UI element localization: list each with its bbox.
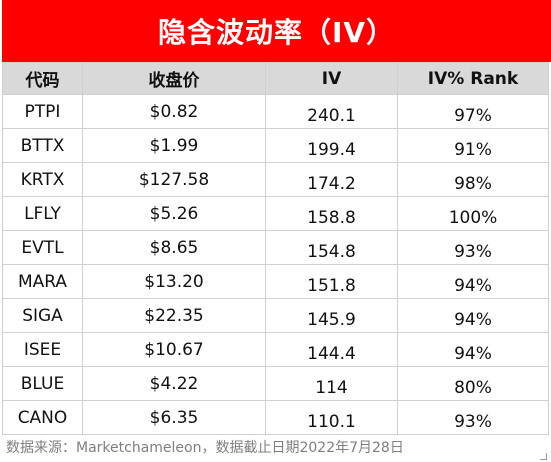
cell-price: $6.35 xyxy=(82,400,266,435)
cell-iv: 199.4 xyxy=(265,128,398,163)
cell-ticker: MARA xyxy=(2,264,83,299)
table-row: MARA $13.20 151.8 94% xyxy=(2,264,549,299)
cell-rank: 93% xyxy=(397,230,549,265)
cell-ticker: BLUE xyxy=(2,366,83,401)
cell-rank: 94% xyxy=(397,332,549,367)
table-header-row: 代码 收盘价 IV IV% Rank xyxy=(2,62,549,95)
table-row: CANO $6.35 110.1 93% xyxy=(2,400,549,435)
cell-iv: 145.9 xyxy=(265,298,398,333)
cell-price: $0.82 xyxy=(82,94,266,129)
cell-rank: 80% xyxy=(397,366,549,401)
cell-iv: 158.8 xyxy=(265,196,398,231)
page-title: 隐含波动率（IV） xyxy=(2,0,551,62)
cell-iv: 114 xyxy=(265,366,398,401)
cell-price: $4.22 xyxy=(82,366,266,401)
table-row: EVTL $8.65 154.8 93% xyxy=(2,230,549,265)
cell-price: $13.20 xyxy=(82,264,266,299)
cell-iv: 240.1 xyxy=(265,94,398,129)
corner-marker xyxy=(540,453,547,460)
column-header-iv: IV xyxy=(265,62,398,95)
cell-rank: 100% xyxy=(397,196,549,231)
cell-iv: 151.8 xyxy=(265,264,398,299)
column-header-close-price: 收盘价 xyxy=(82,62,266,95)
cell-ticker: SIGA xyxy=(2,298,83,333)
source-note: 数据来源：Marketchameleon，数据截止日期2022年7月28日 xyxy=(6,440,404,456)
cell-rank: 98% xyxy=(397,162,549,197)
cell-price: $127.58 xyxy=(82,162,266,197)
table-row: LFLY $5.26 158.8 100% xyxy=(2,196,549,231)
cell-ticker: PTPI xyxy=(2,94,83,129)
cell-iv: 144.4 xyxy=(265,332,398,367)
cell-price: $5.26 xyxy=(82,196,266,231)
cell-price: $1.99 xyxy=(82,128,266,163)
table-row: KRTX $127.58 174.2 98% xyxy=(2,162,549,197)
table-row: PTPI $0.82 240.1 97% xyxy=(2,94,549,129)
cell-rank: 93% xyxy=(397,400,549,435)
table-row: ISEE $10.67 144.4 94% xyxy=(2,332,549,367)
cell-price: $10.67 xyxy=(82,332,266,367)
table-row: BLUE $4.22 114 80% xyxy=(2,366,549,401)
cell-rank: 94% xyxy=(397,264,549,299)
cell-ticker: BTTX xyxy=(2,128,83,163)
cell-ticker: EVTL xyxy=(2,230,83,265)
table-row: SIGA $22.35 145.9 94% xyxy=(2,298,549,333)
column-header-iv-rank: IV% Rank xyxy=(397,62,549,95)
cell-ticker: CANO xyxy=(2,400,83,435)
cell-rank: 97% xyxy=(397,94,549,129)
cell-ticker: KRTX xyxy=(2,162,83,197)
cell-iv: 110.1 xyxy=(265,400,398,435)
column-header-ticker: 代码 xyxy=(2,62,83,95)
table-row: BTTX $1.99 199.4 91% xyxy=(2,128,549,163)
cell-rank: 91% xyxy=(397,128,549,163)
cell-iv: 154.8 xyxy=(265,230,398,265)
cell-ticker: LFLY xyxy=(2,196,83,231)
cell-price: $22.35 xyxy=(82,298,266,333)
cell-rank: 94% xyxy=(397,298,549,333)
cell-price: $8.65 xyxy=(82,230,266,265)
cell-ticker: ISEE xyxy=(2,332,83,367)
cell-iv: 174.2 xyxy=(265,162,398,197)
iv-table: 代码 收盘价 IV IV% Rank PTPI $0.82 240.1 97% … xyxy=(2,62,549,435)
